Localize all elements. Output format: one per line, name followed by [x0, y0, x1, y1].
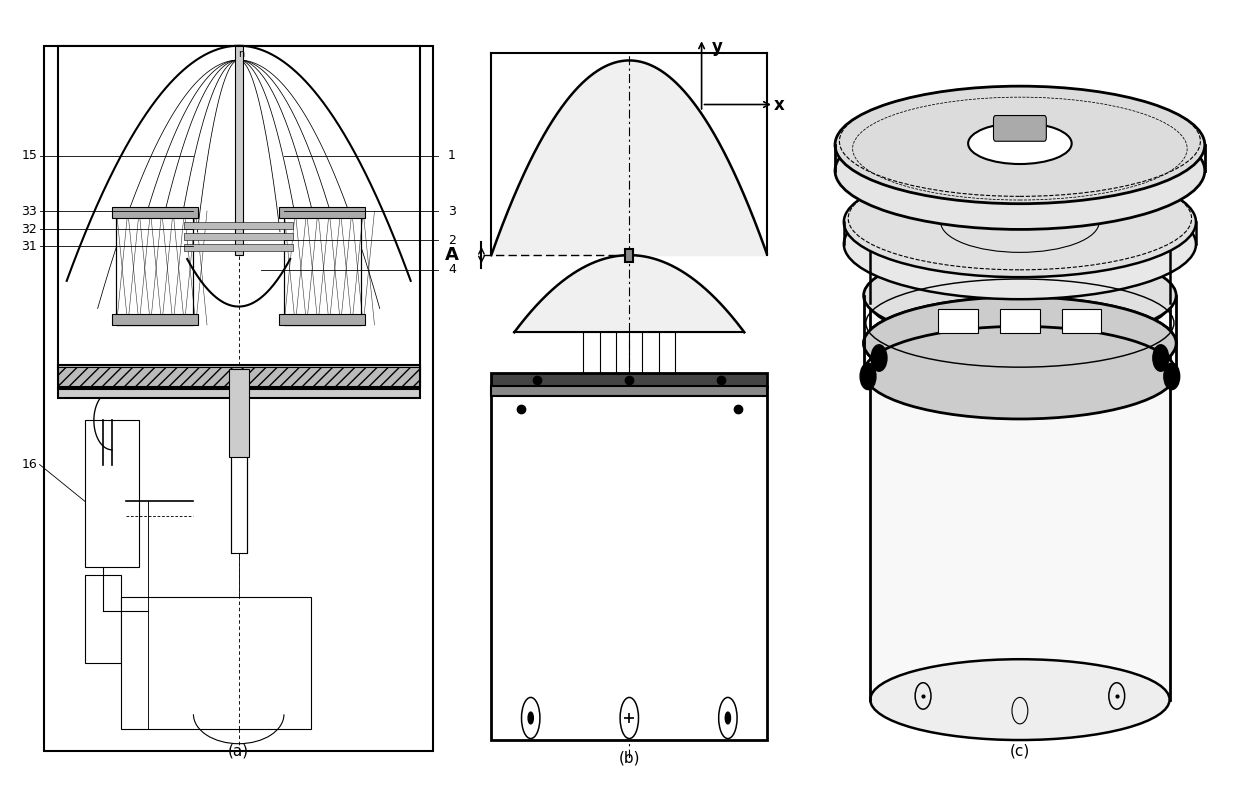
Ellipse shape [863, 326, 1177, 419]
Bar [491, 386, 768, 397]
Bar [284, 211, 361, 325]
Circle shape [1153, 344, 1168, 371]
Ellipse shape [835, 112, 1205, 229]
Circle shape [872, 344, 887, 371]
Text: (a): (a) [228, 743, 249, 758]
Bar [491, 387, 768, 740]
Text: (c): (c) [1009, 743, 1030, 758]
Bar [228, 369, 249, 457]
Text: x: x [774, 96, 785, 114]
Bar [122, 596, 311, 729]
Bar [57, 365, 420, 387]
Ellipse shape [863, 297, 1177, 389]
FancyBboxPatch shape [993, 115, 1047, 141]
Text: 1: 1 [448, 149, 456, 163]
Bar [112, 314, 198, 325]
Bar [234, 46, 243, 255]
Bar [57, 367, 420, 387]
Bar [45, 46, 433, 751]
Ellipse shape [968, 123, 1071, 164]
Bar [231, 391, 247, 553]
Bar [625, 249, 634, 261]
Text: 16: 16 [21, 458, 37, 471]
Circle shape [1164, 363, 1179, 389]
Bar [117, 211, 193, 325]
Bar [491, 373, 768, 387]
Text: 2: 2 [448, 234, 456, 247]
Ellipse shape [863, 297, 1177, 389]
Bar [870, 303, 1169, 700]
Text: (b): (b) [619, 750, 640, 766]
Bar [185, 233, 293, 240]
Ellipse shape [844, 167, 1195, 277]
Ellipse shape [863, 250, 1177, 342]
Bar [112, 207, 198, 218]
Bar [939, 309, 978, 333]
Circle shape [861, 363, 875, 389]
Bar [279, 314, 366, 325]
Text: 3: 3 [448, 205, 456, 217]
Bar [57, 46, 420, 369]
Text: 4: 4 [448, 263, 456, 276]
Bar [117, 211, 193, 325]
Ellipse shape [870, 659, 1169, 740]
Bar [279, 207, 366, 218]
Text: y: y [712, 39, 723, 56]
Bar [185, 244, 293, 251]
Bar [284, 211, 361, 325]
Circle shape [725, 712, 730, 724]
Bar [84, 420, 139, 567]
Ellipse shape [870, 262, 1169, 344]
Text: 32: 32 [21, 223, 37, 236]
Circle shape [528, 712, 533, 724]
Ellipse shape [835, 86, 1205, 204]
Text: A: A [445, 246, 459, 264]
Text: 33: 33 [21, 205, 37, 217]
Bar [185, 222, 293, 229]
Text: 31: 31 [21, 240, 37, 253]
Text: n: n [238, 50, 244, 59]
Bar [57, 389, 420, 398]
Bar [1061, 309, 1101, 333]
Text: 15: 15 [21, 149, 37, 163]
Ellipse shape [844, 189, 1195, 299]
Bar [84, 574, 122, 663]
Bar [1001, 309, 1039, 333]
